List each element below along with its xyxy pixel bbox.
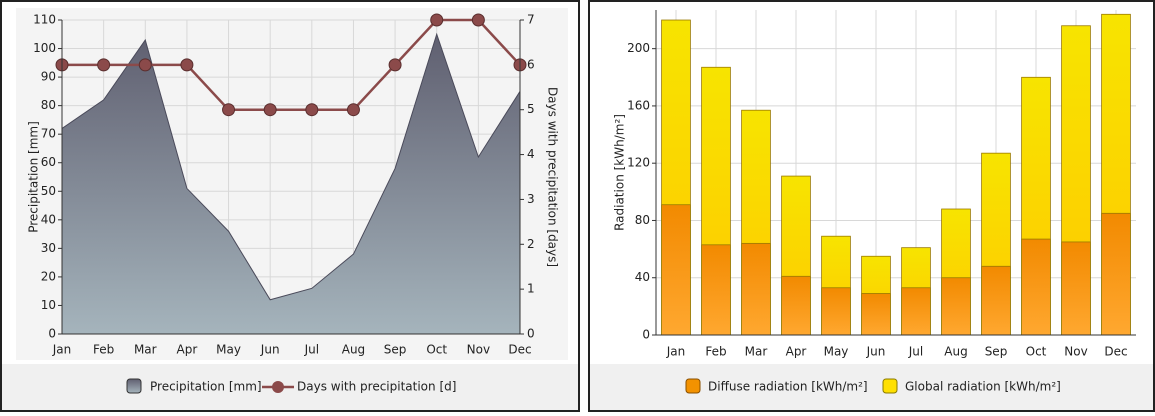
chart-radiation: 0 40 80 120 160 200 Jan Feb Mar Apr May Jun Jul Aug Se…: [613, 10, 1136, 394]
y2-tick-label: 6: [527, 57, 535, 71]
marker: [263, 103, 277, 117]
marker: [346, 103, 360, 117]
y-tick-label: 80: [635, 213, 650, 227]
x-tick-label: May: [216, 343, 241, 357]
x-tick-label: Mar: [745, 345, 768, 359]
bar: [821, 287, 851, 336]
y-tick-label: 40: [41, 212, 56, 226]
x-tick-label: Dec: [508, 343, 531, 357]
y2-tick-label: 5: [527, 102, 535, 116]
y-tick-label: 90: [41, 70, 56, 84]
marker: [430, 13, 444, 27]
y-tick-label: 100: [33, 41, 56, 55]
y-tick-label: 20: [41, 269, 56, 283]
legend-swatch: [126, 378, 142, 394]
x-tick-label: Jul: [304, 343, 319, 357]
bar: [661, 204, 691, 336]
y-tick-label: 80: [41, 98, 56, 112]
marker: [138, 58, 152, 72]
legend-label: Days with precipitation [d]: [297, 380, 456, 394]
x-tick-label: Aug: [342, 343, 365, 357]
x-tick-label: Nov: [467, 343, 490, 357]
line: [62, 18, 521, 111]
area: [61, 32, 521, 335]
bar: [1061, 241, 1091, 336]
legend-swatch: [685, 378, 701, 394]
y2-tick-label: 1: [527, 282, 535, 296]
marker: [97, 58, 111, 72]
x-tick-label: Dec: [1104, 345, 1127, 359]
bar: [901, 287, 931, 336]
x-tick-label: Sep: [985, 345, 1008, 359]
y-tick-label: 50: [41, 184, 56, 198]
chart-precipitation: 0 10 20 30 40 50 60 70 80 90 100 110 0 1 2 3 4 5 6 7 Jan Feb M…: [27, 13, 560, 394]
y-tick-label: 60: [41, 155, 56, 169]
legend-label: Diffuse radiation [kWh/m²]: [708, 380, 868, 394]
y2-tick-label: 0: [527, 327, 535, 341]
y-tick-label: 110: [33, 13, 56, 27]
y2-tick-label: 3: [527, 192, 535, 206]
bar: [941, 277, 971, 336]
y2-tick-label: 7: [527, 13, 535, 27]
marker: [180, 58, 194, 72]
x-tick-label: Oct: [426, 343, 447, 357]
x-tick-label: Jun: [866, 345, 886, 359]
y2-tick-label: 2: [527, 237, 535, 251]
bar: [701, 244, 731, 336]
legend-swatch: [882, 378, 898, 394]
x-tick-label: May: [824, 345, 849, 359]
bar: [781, 275, 811, 336]
bar: [741, 242, 771, 336]
bar: [981, 265, 1011, 336]
x-tick-label: Jun: [260, 343, 280, 357]
x-tick-label: Apr: [786, 345, 807, 359]
legend-label: Precipitation [mm]: [150, 380, 262, 394]
marker: [388, 58, 402, 72]
x-tick-label: Sep: [384, 343, 407, 357]
legend-marker: [272, 381, 284, 393]
y-tick-label: 70: [41, 127, 56, 141]
x-tick-label: Apr: [177, 343, 198, 357]
y-tick-label: 120: [627, 156, 650, 170]
y-tick-label: 40: [635, 270, 650, 284]
y-tick-label: 0: [48, 327, 56, 341]
x-tick-label: Oct: [1026, 345, 1047, 359]
x-tick-label: Jan: [52, 343, 72, 357]
bar: [861, 293, 891, 336]
y-axis-label: Radiation [kWh/m²]: [613, 114, 627, 231]
y-tick-label: 200: [627, 41, 650, 55]
y-tick-label: 10: [41, 298, 56, 312]
bar: [1101, 212, 1131, 336]
y-axis-label: Precipitation [mm]: [27, 121, 41, 233]
y-tick-label: 30: [41, 241, 56, 255]
right-legend-bg: [590, 364, 1153, 410]
x-tick-label: Aug: [944, 345, 967, 359]
x-tick-label: Nov: [1064, 345, 1087, 359]
marker: [305, 103, 319, 117]
x-tick-label: Mar: [134, 343, 157, 357]
y2-axis-label: Days with precipitation [days]: [546, 87, 560, 267]
x-tick-label: Jan: [666, 345, 686, 359]
legend-label: Global radiation [kWh/m²]: [905, 380, 1061, 394]
x-tick-label: Jul: [908, 345, 923, 359]
x-tick-label: Feb: [93, 343, 114, 357]
y2-tick-label: 4: [527, 147, 535, 161]
y-tick-label: 0: [642, 328, 650, 342]
bar: [1021, 238, 1051, 336]
x-tick-label: Feb: [705, 345, 726, 359]
y-tick-label: 160: [627, 98, 650, 112]
marker: [222, 103, 236, 117]
marker: [471, 13, 485, 27]
